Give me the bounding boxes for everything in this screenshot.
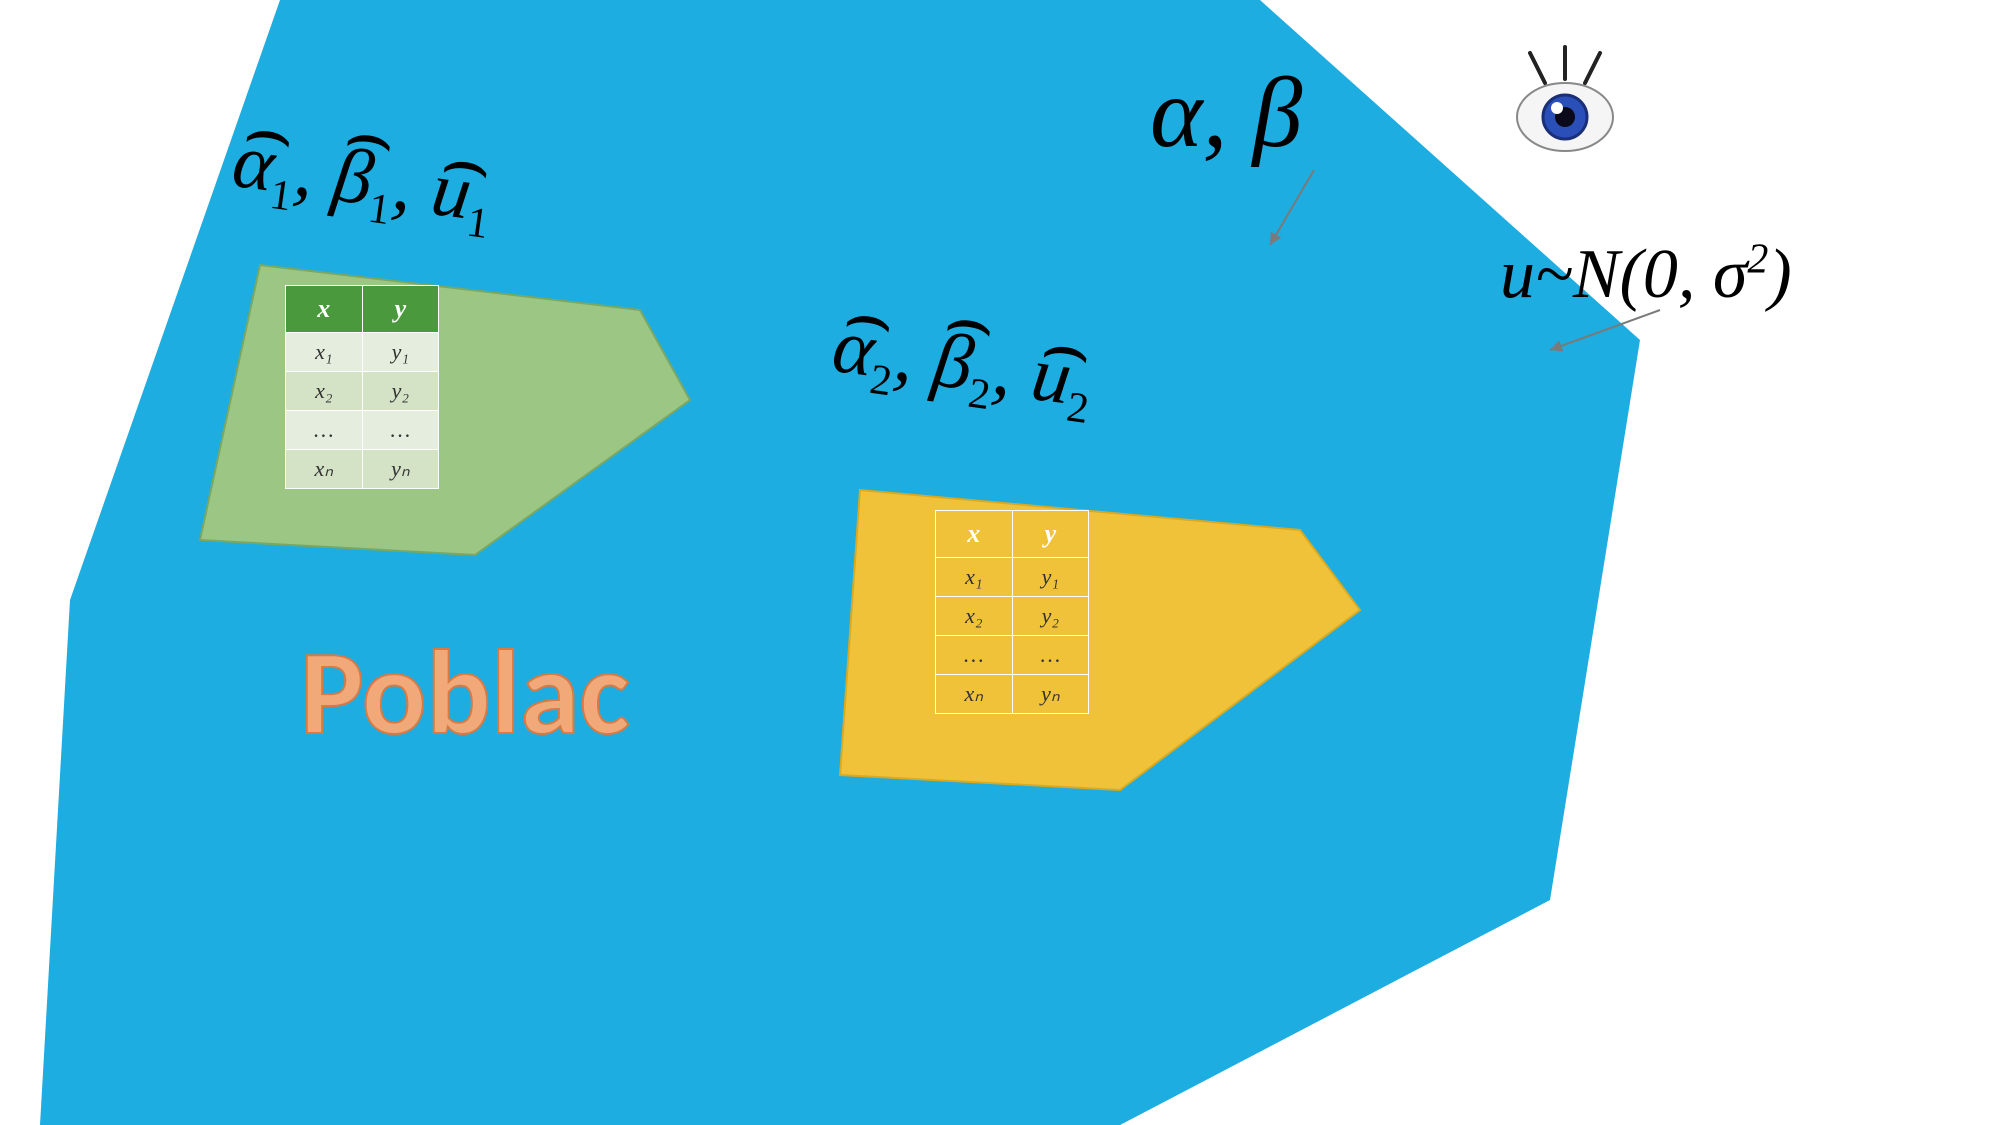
table-row: x₁y₁ [286, 333, 439, 372]
table-header-x: x [936, 511, 1013, 558]
table-header-y: y [1012, 511, 1089, 558]
table-row: xₙyₙ [286, 450, 439, 489]
table-row: xₙyₙ [936, 675, 1089, 714]
sample-2-table: x y x₁y₁ x₂y₂ …… xₙyₙ [935, 510, 1089, 714]
sample-1-table: x y x₁y₁ x₂y₂ …… xₙyₙ [285, 285, 439, 489]
error-distribution-label: u~N(0, σ2) [1500, 235, 1792, 315]
table-row: …… [286, 411, 439, 450]
table-header-x: x [286, 286, 363, 333]
table-row: …… [936, 636, 1089, 675]
population-parameters-label: α, β [1150, 55, 1302, 170]
table-row: x₁y₁ [936, 558, 1089, 597]
population-label: Poblac [300, 620, 630, 766]
eye-icon [1500, 45, 1630, 180]
table-row: x₂y₂ [286, 372, 439, 411]
sample-2-shape [840, 490, 1360, 790]
table-row: x₂y₂ [936, 597, 1089, 636]
table-header-y: y [362, 286, 439, 333]
